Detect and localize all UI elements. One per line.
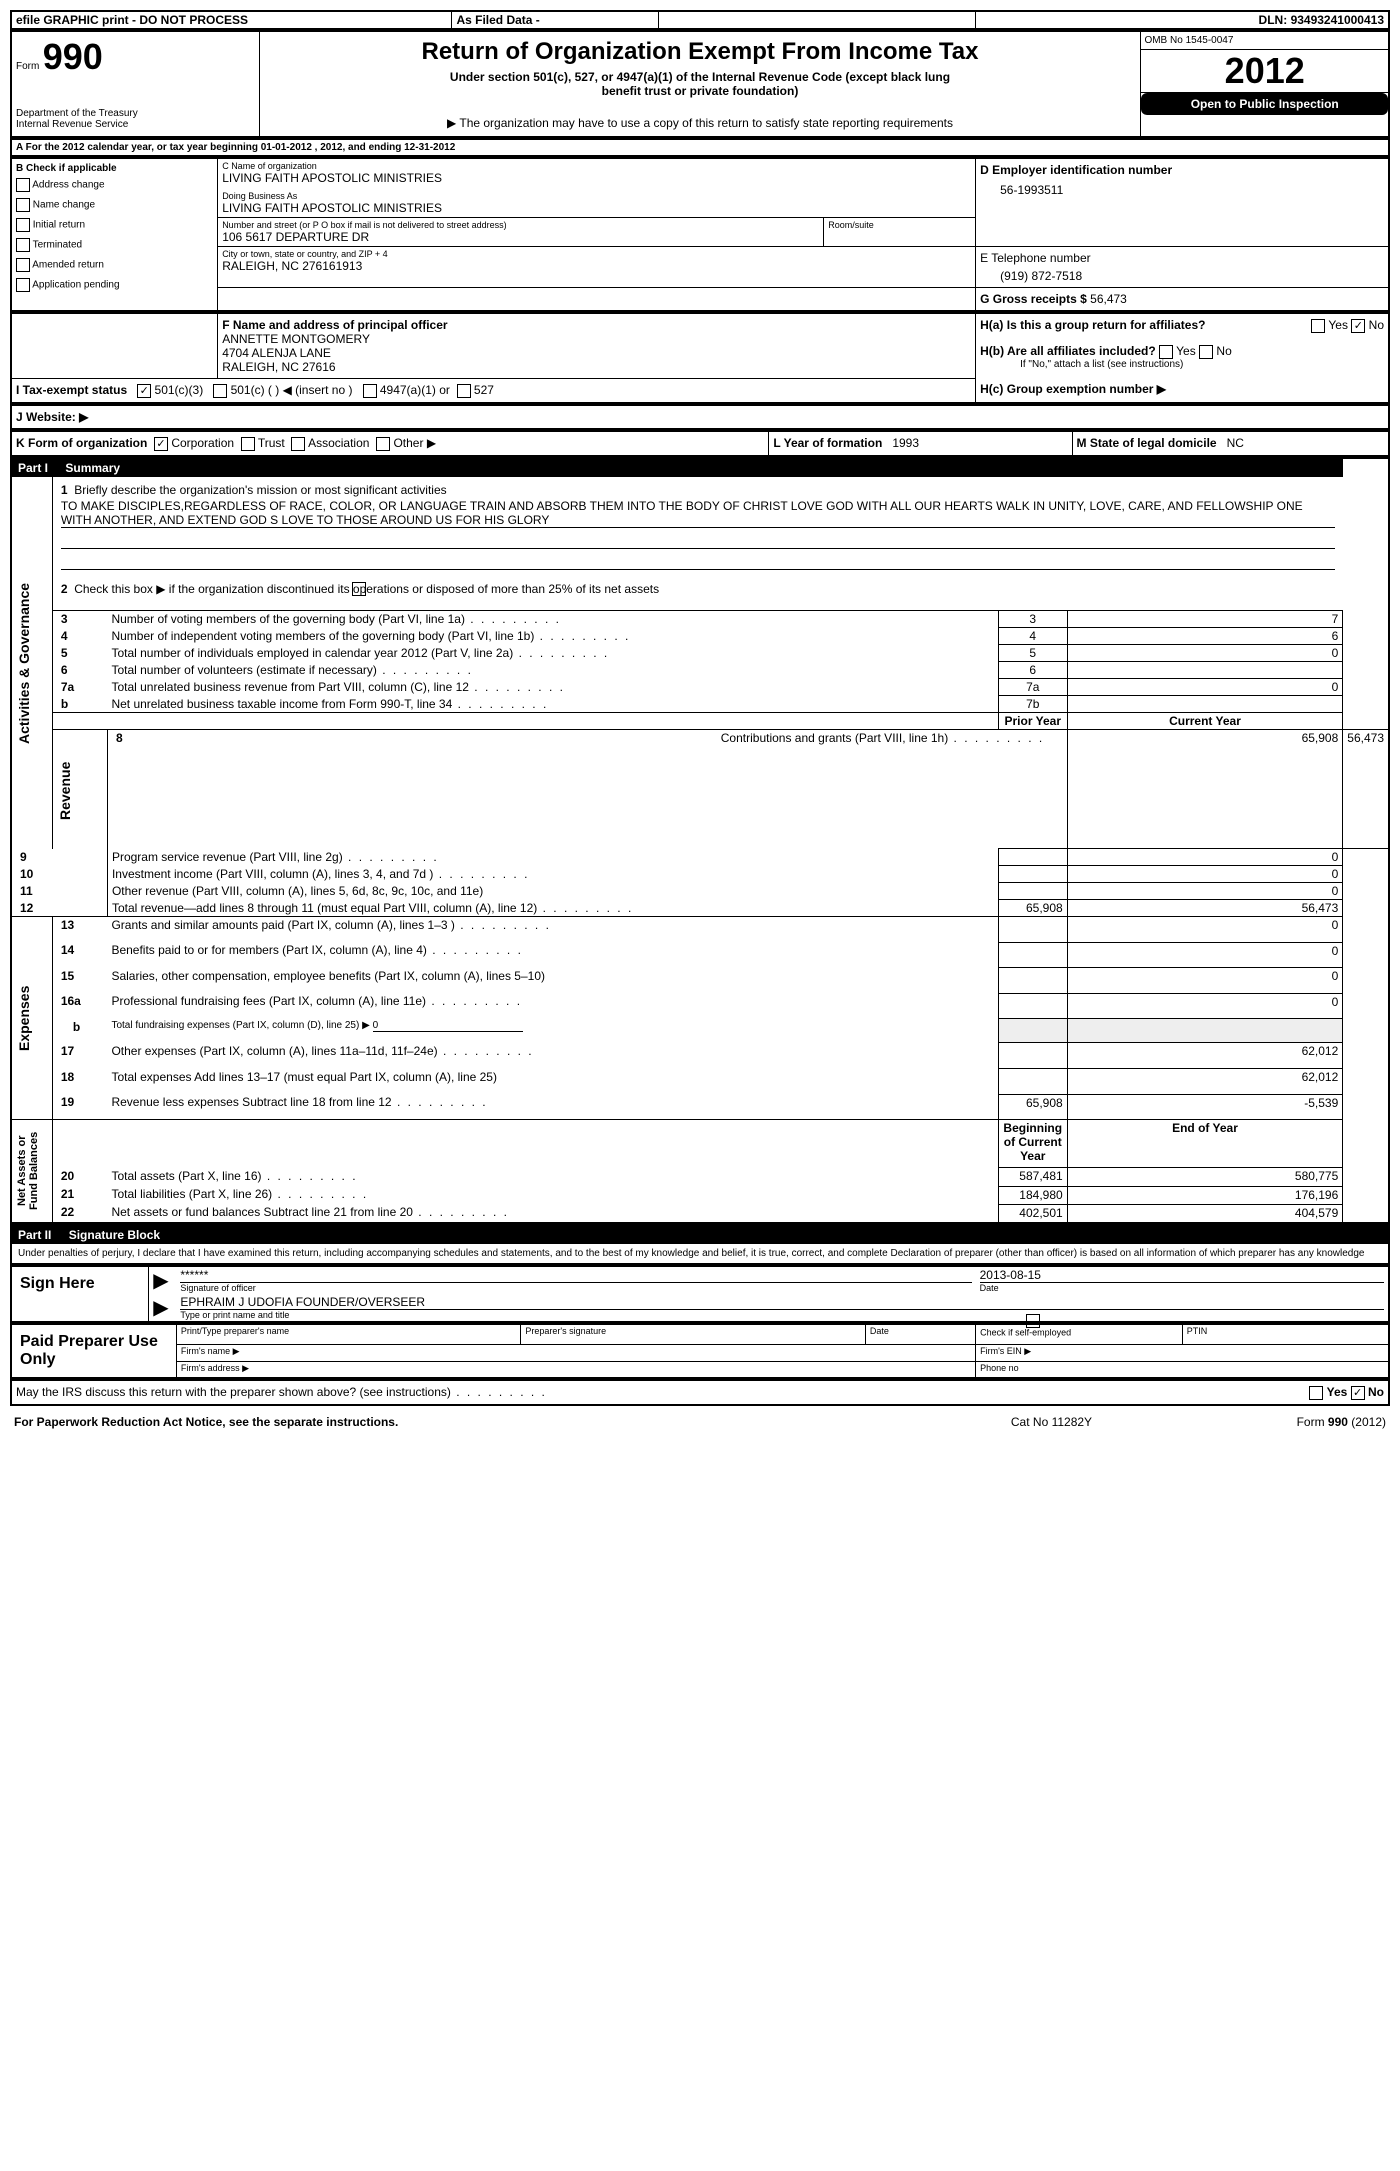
hb-yes[interactable] [1159,345,1173,359]
dln: DLN: 93493241000413 [976,11,1389,29]
section-f: F Name and address of principal officer … [218,313,976,379]
section-i: I Tax-exempt status ✓ 501(c)(3) 501(c) (… [11,379,976,403]
section-a: A For the 2012 calendar year, or tax yea… [10,138,1390,157]
section-b: B Check if applicable Address change Nam… [11,158,218,311]
paid-preparer-block: Paid Preparer Use Only Print/Type prepar… [10,1323,1390,1379]
efile-notice: efile GRAPHIC print - DO NOT PROCESS [11,11,452,29]
sign-here-block: Sign Here ▶ ****** Signature of officer … [10,1265,1390,1323]
i-501c3[interactable]: ✓ [137,384,151,398]
k-other[interactable] [376,437,390,451]
mission-text: TO MAKE DISCIPLES,REGARDLESS OF RACE, CO… [61,499,1335,528]
form-title: Return of Organization Exempt From Incom… [266,38,1135,66]
top-bar: efile GRAPHIC print - DO NOT PROCESS As … [10,10,1390,30]
check-discontinued[interactable] [352,582,366,596]
check-app-pending[interactable] [16,278,30,292]
check-self-employed[interactable] [1026,1314,1040,1328]
section-m: M State of legal domicile NC [1072,431,1389,456]
k-trust[interactable] [241,437,255,451]
as-filed: As Filed Data - [452,11,659,29]
entity-block: B Check if applicable Address change Nam… [10,157,1390,312]
pointer-icon: ▶ [149,1266,177,1294]
open-to-public: Open to Public Inspection [1141,93,1388,115]
page-footer: For Paperwork Reduction Act Notice, see … [10,1414,1390,1430]
dept-treasury: Department of the Treasury [16,108,255,119]
irs-label: Internal Revenue Service [16,119,255,130]
check-address-change[interactable] [16,178,30,192]
side-net-assets: Net Assets or Fund Balances [16,1121,40,1221]
check-amended[interactable] [16,258,30,272]
perjury-statement: Under penalties of perjury, I declare th… [11,1244,1389,1264]
section-k: K Form of organization ✓ Corporation Tru… [10,430,1390,457]
part-2: Part II Signature Block Under penalties … [10,1224,1390,1265]
pointer-icon: ▶ [149,1294,177,1322]
ein-value: 56-1993511 [1000,183,1384,197]
irs-yes[interactable] [1309,1386,1323,1400]
section-l: L Year of formation 1993 [769,431,1072,456]
i-527[interactable] [457,384,471,398]
k-corp[interactable]: ✓ [154,437,168,451]
irs-no[interactable]: ✓ [1351,1386,1365,1400]
irs-discuss: May the IRS discuss this return with the… [10,1379,1390,1406]
check-name-change[interactable] [16,198,30,212]
officer-group-block: F Name and address of principal officer … [10,312,1390,404]
section-h: H(a) Is this a group return for affiliat… [976,313,1389,403]
check-terminated[interactable] [16,238,30,252]
section-d: D Employer identification number 56-1993… [976,158,1389,247]
hb-no[interactable] [1199,345,1213,359]
tax-year: 2012 [1141,50,1388,93]
ha-yes[interactable] [1311,319,1325,333]
side-revenue: Revenue [57,731,73,851]
i-4947[interactable] [363,384,377,398]
side-expenses: Expenses [16,918,32,1118]
check-initial-return[interactable] [16,218,30,232]
section-e: E Telephone number (919) 872-7518 [976,247,1389,288]
omb-no: OMB No 1545-0047 [1141,32,1388,50]
part-1: Part I Summary Activities & Governance 1… [10,457,1390,1225]
form-header: Form 990 Department of the Treasury Inte… [10,30,1390,138]
k-assoc[interactable] [291,437,305,451]
ha-no[interactable]: ✓ [1351,319,1365,333]
section-c-name: C Name of organization LIVING FAITH APOS… [218,158,976,218]
form-number: 990 [43,36,103,77]
i-501c[interactable] [213,384,227,398]
side-activities-governance: Activities & Governance [16,478,32,848]
section-g: G Gross receipts $ 56,473 [976,288,1389,312]
section-j: J Website: ▶ [10,404,1390,430]
